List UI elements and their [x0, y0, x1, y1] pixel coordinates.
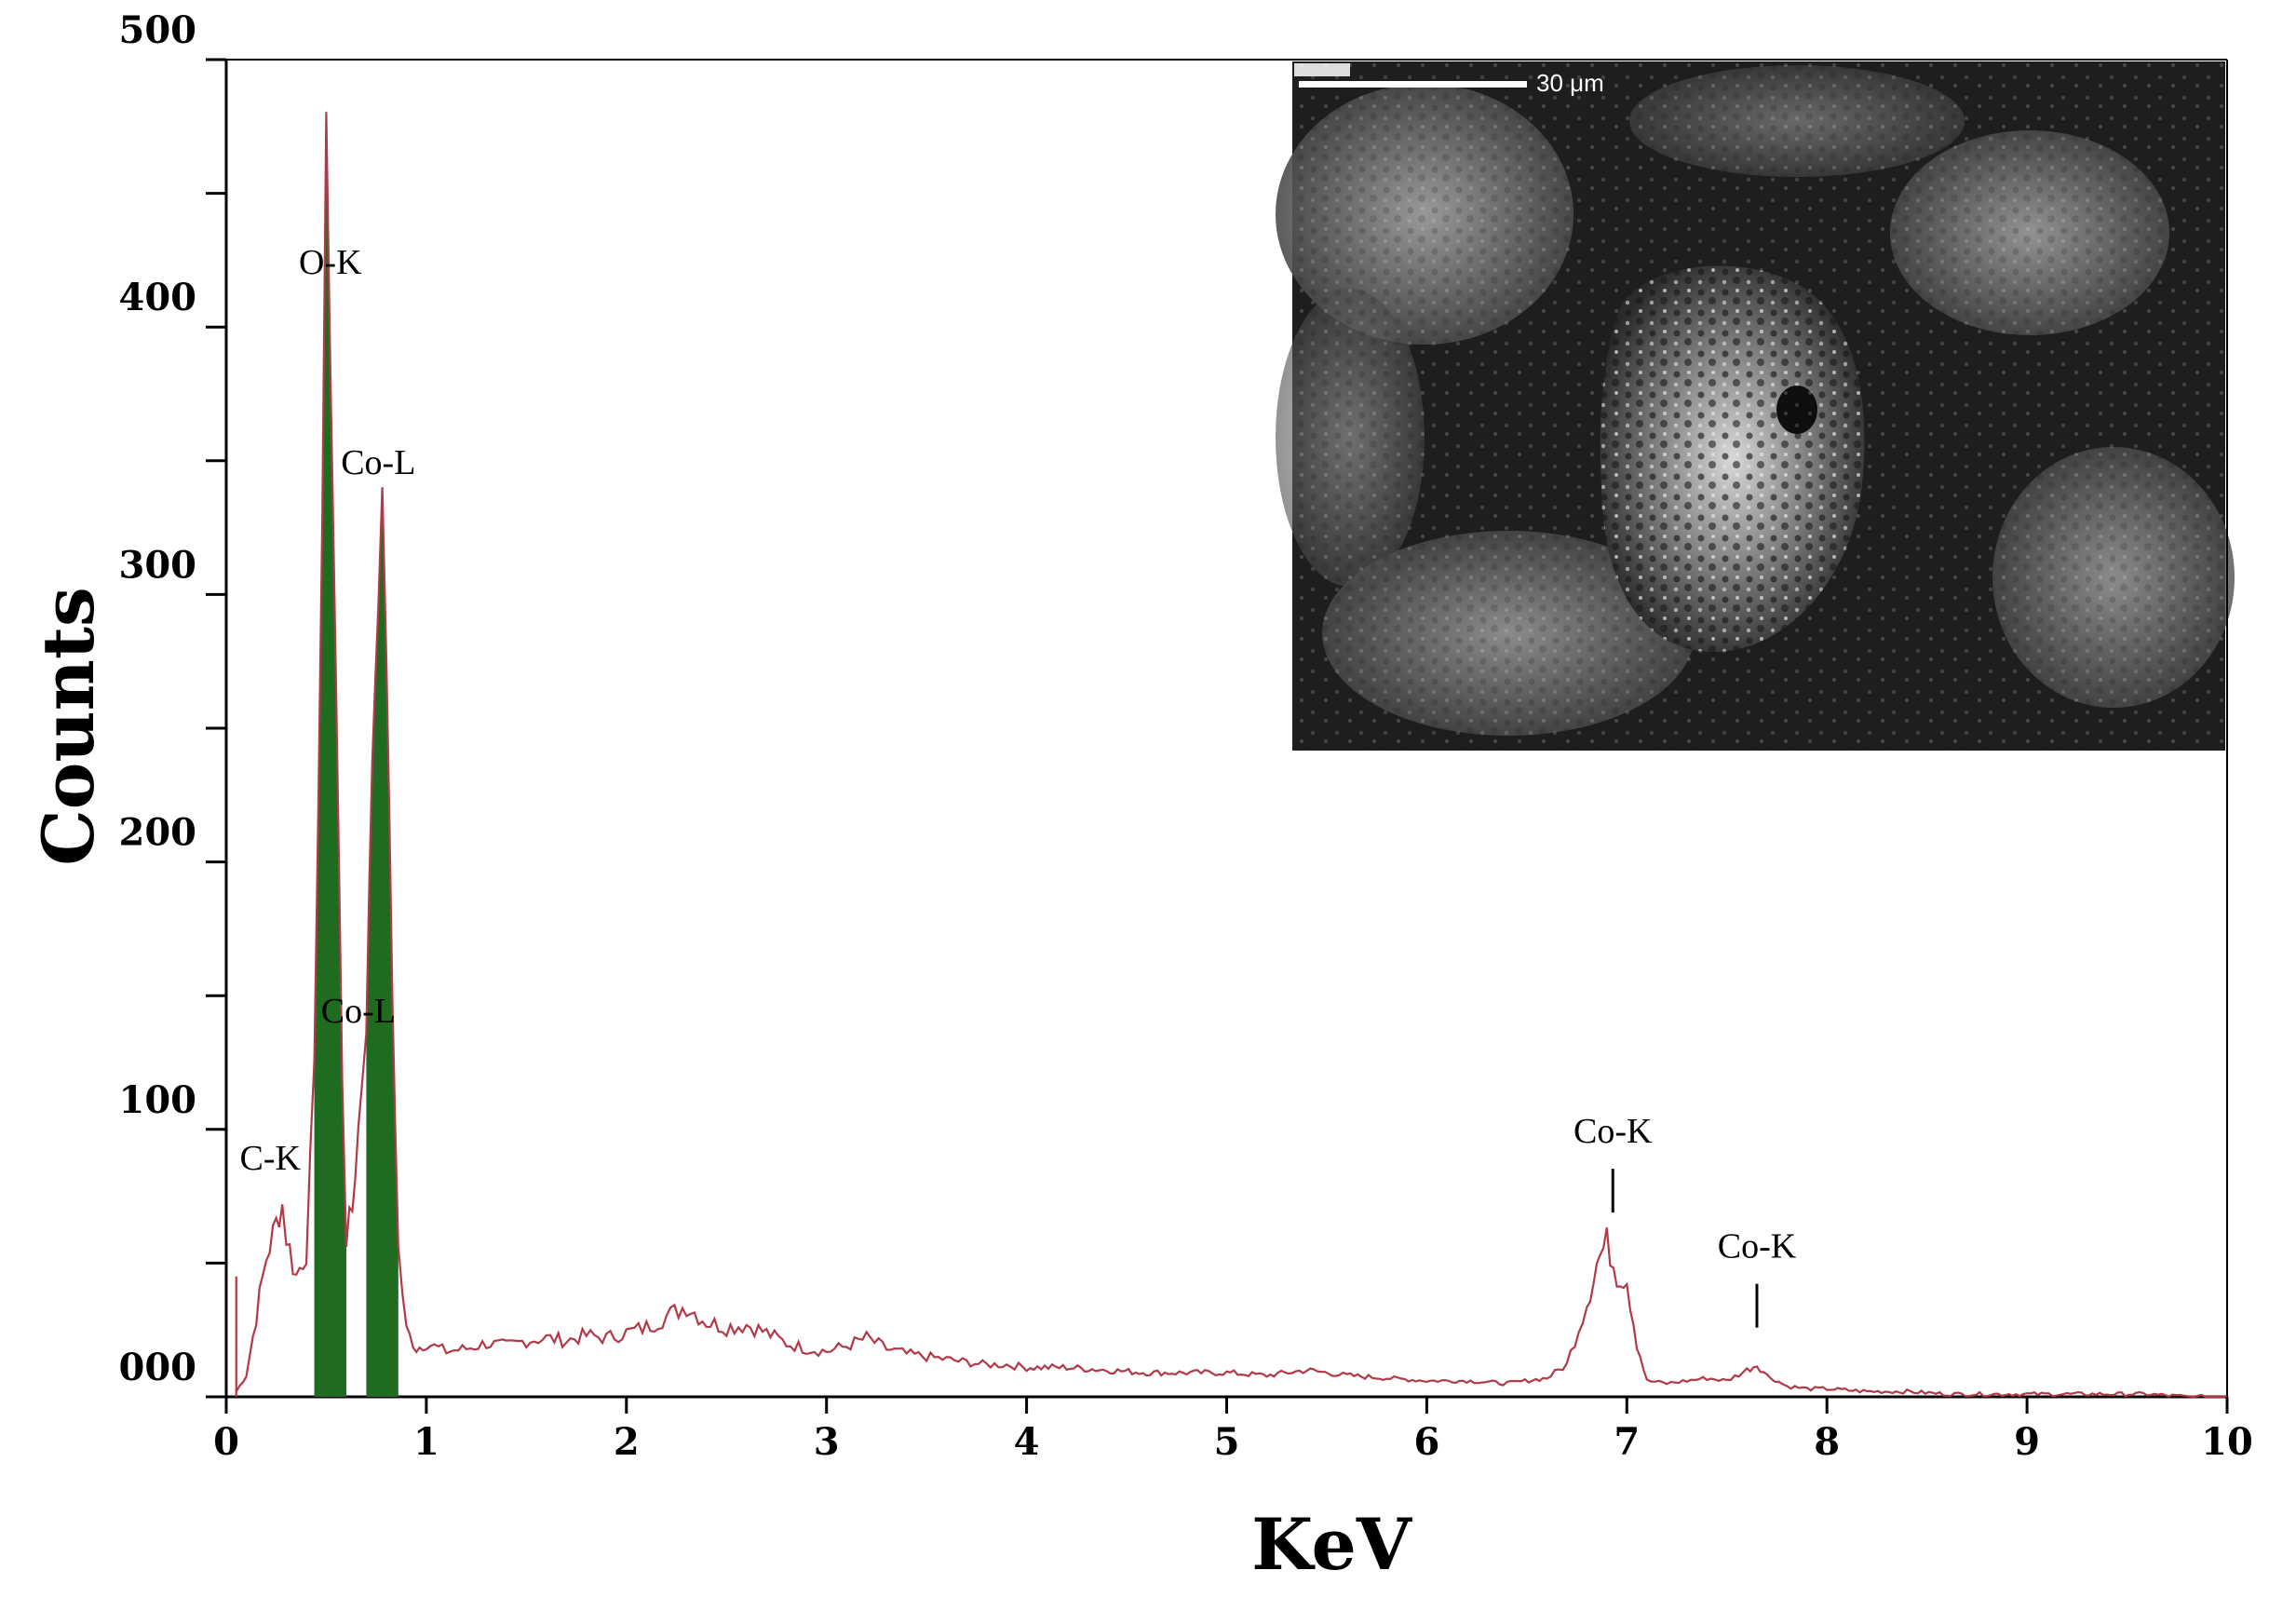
sem-inset-texture: [1292, 61, 2225, 751]
peak-label: Co-L: [341, 443, 415, 482]
sem-scale-bar-label: 30 μm: [1536, 69, 1604, 97]
x-axis-ticks: 0 1 2 3 4 5 6 7 8 9 10: [213, 1397, 2253, 1464]
spectrum-line: [235, 112, 2227, 1399]
sem-scale-bar-tag: [1294, 63, 1350, 76]
peak-label: C-K: [240, 1139, 302, 1178]
peak-label: Co-K: [1573, 1112, 1653, 1151]
spectrum-series: [235, 112, 2227, 1399]
y-tick-label: 300: [119, 543, 197, 587]
x-tick-label: 9: [2014, 1420, 2040, 1464]
y-axis-ticks: 000 100 200 300 400 500: [119, 8, 226, 1399]
sem-micrograph-inset: 30 μm: [1276, 61, 2235, 751]
x-axis-title: KeV: [1251, 1503, 1413, 1586]
peak-label: Co-L: [321, 992, 396, 1031]
peak-label: O-K: [299, 243, 362, 282]
peak-label: Co-K: [1718, 1227, 1797, 1266]
x-tick-label: 2: [614, 1420, 640, 1464]
x-tick-label: 10: [2201, 1420, 2253, 1464]
x-tick-label: 8: [1814, 1420, 1840, 1464]
y-tick-label: 400: [119, 276, 197, 319]
x-tick-label: 5: [1214, 1420, 1240, 1464]
y-axis-title: Counts: [27, 587, 110, 866]
y-tick-label: 500: [119, 8, 197, 52]
y-tick-label: 000: [119, 1346, 197, 1389]
x-tick-label: 1: [413, 1420, 439, 1464]
x-tick-label: 3: [814, 1420, 840, 1464]
y-tick-label: 200: [119, 811, 197, 855]
y-tick-label: 100: [119, 1078, 197, 1122]
sem-scale-bar: [1299, 81, 1527, 88]
peak-annotations: O-K Co-L Co-L C-K Co-K Co-K: [240, 243, 1797, 1328]
peak-fill: [314, 126, 346, 1397]
x-tick-label: 4: [1014, 1420, 1040, 1464]
x-tick-label: 6: [1413, 1420, 1439, 1464]
x-tick-label: 7: [1614, 1420, 1640, 1464]
x-tick-label: 0: [213, 1420, 239, 1464]
